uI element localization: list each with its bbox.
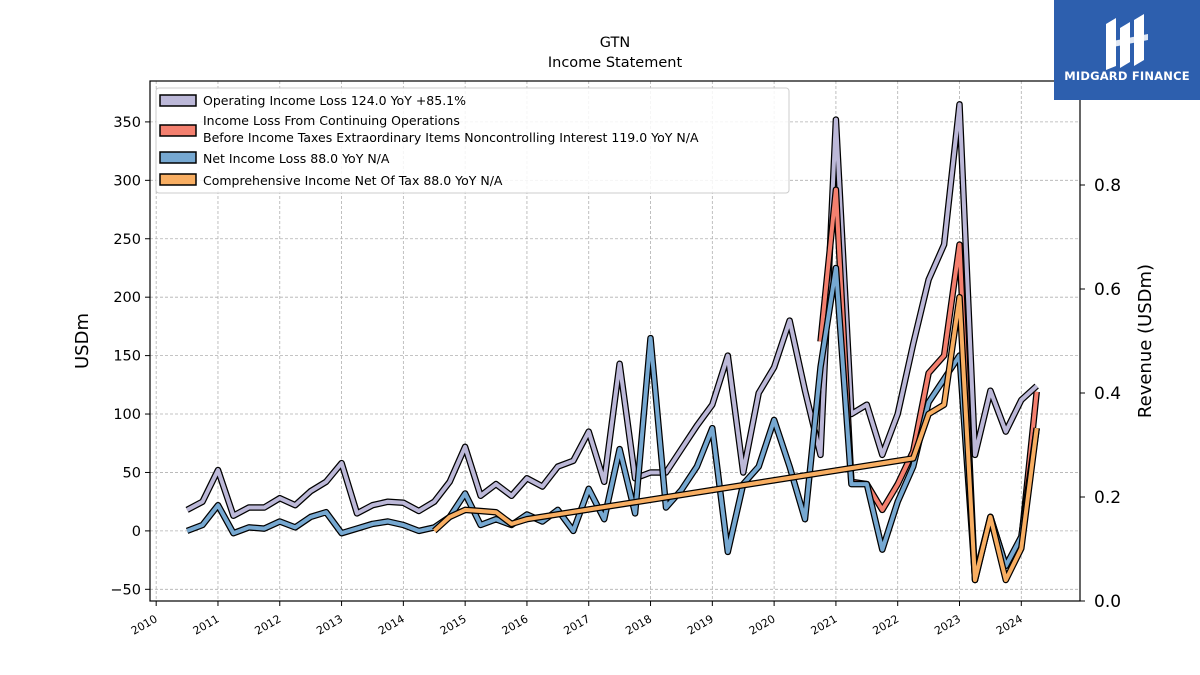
legend-box	[155, 87, 790, 194]
midgard-logo-icon	[1106, 14, 1148, 70]
y-tick-label: 300	[113, 173, 141, 189]
y-right-tick-label: 0.8	[1094, 176, 1121, 196]
y-tick-label: 200	[113, 290, 141, 306]
x-tick-label: 2015	[438, 612, 469, 637]
chart-subtitle: Income Statement	[548, 55, 683, 71]
legend-label-2: Before Income Taxes Extraordinary Items …	[203, 130, 699, 145]
y-tick-label: 0	[132, 524, 141, 540]
x-tick-label: 2023	[932, 612, 963, 637]
series-4-line	[432, 295, 1039, 582]
x-tick-label: 2019	[685, 612, 716, 637]
series-3	[185, 264, 1040, 581]
x-tick-label: 2014	[376, 612, 407, 637]
legend-label-4: Comprehensive Income Net Of Tax 88.0 YoY…	[203, 173, 503, 188]
series-4	[432, 293, 1040, 584]
x-tick-label: 2012	[253, 612, 284, 637]
y-right-tick-label: 0.0	[1094, 592, 1121, 612]
legend-swatch-3	[159, 151, 197, 164]
y-tick-label: 350	[113, 115, 141, 131]
x-tick-label: 2022	[870, 612, 901, 637]
y-right-tick-label: 0.4	[1094, 384, 1121, 404]
y-tick-label: −50	[110, 582, 141, 598]
x-tick-label: 2010	[129, 612, 160, 637]
x-tick-label: 2024	[994, 612, 1025, 637]
series-3-line	[186, 266, 1039, 580]
legend: Operating Income Loss 124.0 YoY +85.1% In…	[155, 87, 790, 194]
legend-label-1: Operating Income Loss 124.0 YoY +85.1%	[203, 93, 466, 108]
y-axis-label-right: Revenue (USDm)	[1135, 264, 1156, 418]
brand-logo: MIDGARD FINANCE	[1054, 0, 1200, 100]
y-tick-label: 50	[123, 465, 141, 481]
y-tick-label: 150	[113, 349, 141, 365]
x-tick-label: 2017	[561, 612, 592, 637]
y-tick-label: 250	[113, 232, 141, 248]
brand-name: MIDGARD FINANCE	[1064, 69, 1190, 83]
legend-swatch-2	[159, 124, 197, 137]
x-tick-label: 2020	[747, 612, 778, 637]
y-tick-label: 100	[113, 407, 141, 423]
x-tick-label: 2011	[191, 612, 222, 637]
plot-frame	[149, 80, 1081, 602]
x-tick-label: 2018	[623, 612, 654, 637]
y-right-tick-label: 0.2	[1094, 488, 1121, 508]
y-right-tick-label: 0.6	[1094, 280, 1121, 300]
y-axis-label-left: USDm	[72, 313, 93, 369]
legend-label-3: Net Income Loss 88.0 YoY N/A	[203, 151, 390, 166]
legend-swatch-4	[159, 173, 197, 186]
series-layer	[185, 101, 1040, 584]
x-tick-label: 2021	[809, 612, 840, 637]
legend-label-2: Income Loss From Continuing Operations	[203, 113, 460, 128]
x-tick-label: 2016	[500, 612, 531, 637]
series-1	[185, 101, 1039, 519]
legend-swatch-1	[159, 94, 197, 107]
x-tick-label: 2013	[314, 612, 345, 637]
chart-title: GTN	[600, 35, 630, 51]
series-1-line	[186, 102, 1039, 518]
